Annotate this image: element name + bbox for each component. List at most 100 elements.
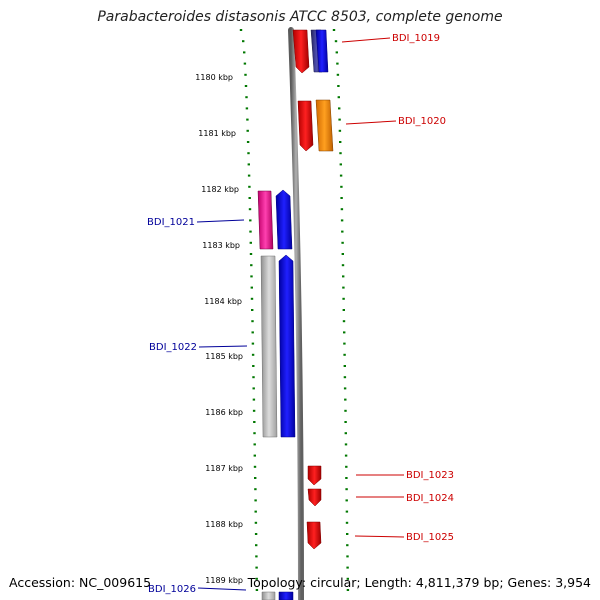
ruler-dot [338,129,342,132]
leader-line [341,37,391,43]
ruler-dot [342,309,345,311]
gene-BDI_1023[interactable] [307,465,322,486]
gene-labels: BDI_1019 BDI_1020 BDI_1021 BDI_1022 BDI_… [147,33,454,595]
gene-label-BDI_1026[interactable]: BDI_1026 [148,584,196,595]
leader-line [354,535,405,538]
ruler-dot [346,544,349,547]
gene-label-BDI_1023[interactable]: BDI_1023 [406,470,454,481]
ruler-dot [345,488,348,491]
gene-arrow-blue [315,29,329,73]
ruler-dot [250,297,254,300]
ruler-dot [253,421,256,423]
ruler-dot [344,454,348,457]
tick-label: 1180 kbp [195,73,233,82]
gene-BDI_1021[interactable] [257,189,293,250]
gene-label-BDI_1024[interactable]: BDI_1024 [406,493,454,504]
gene-label-BDI_1020[interactable]: BDI_1020 [398,116,446,127]
ruler-dot [340,197,343,199]
ruler-dot [251,320,254,323]
gene-arrow-red [306,521,322,550]
gene-label-BDI_1022[interactable]: BDI_1022 [149,342,197,353]
genome-summary-text: Topology: circular; Length: 4,811,379 bp… [247,575,591,590]
ruler-dot [339,152,342,155]
ruler-dot [343,353,346,356]
ruler-dot [250,275,253,278]
gene-arrow-blue [278,591,294,600]
ruler-dot [247,174,251,177]
ruler-dot [346,577,349,580]
ruler-dot [337,96,340,99]
ruler-dot [338,107,341,110]
ruler-dot [255,589,259,591]
tick-label: 1185 kbp [205,352,243,361]
ruler-dot [332,29,336,31]
ruler-dot [251,331,254,334]
gene-label-BDI_1021[interactable]: BDI_1021 [147,217,195,228]
ruler-dot [341,253,344,255]
ruler-dot [249,230,252,233]
ruler-dot [339,141,342,143]
gene-label-BDI_1019[interactable]: BDI_1019 [392,33,440,44]
ruler-dot [336,73,340,76]
gene-arrow-gray [260,255,278,438]
ruler-dot [343,331,346,334]
ruler-dot [346,566,349,569]
tick-label: 1189 kbp [205,576,243,585]
ruler-dot [345,499,348,502]
ruler-dot [252,376,255,379]
gene-BDI_1022[interactable] [260,254,296,438]
ruler-dot [247,152,250,155]
gene-arrow-red [307,465,322,486]
gene-BDI_1020[interactable] [297,99,334,152]
accession-text: Accession: NC_009615 [9,575,152,590]
gene-arrow-red [292,29,310,74]
gene-arrow-red [297,100,314,152]
ruler-dot [254,521,258,524]
gene-arrow-red [307,488,322,507]
gene-label-BDI_1025[interactable]: BDI_1025 [406,532,454,543]
ruler-dot [345,510,349,513]
ruler-dot [344,443,348,446]
ruler-dot [255,566,258,569]
ruler-dot [345,521,349,524]
tick-label: 1182 kbp [201,185,239,194]
ruler-dot [339,163,342,166]
gene-BDI_1026[interactable] [261,591,294,600]
gene-BDI_1024[interactable] [307,488,322,507]
ruler-dot [252,387,255,390]
ruler-dot [255,544,258,547]
gene-BDI_1025[interactable] [306,521,322,550]
leader-line [196,219,245,223]
ruler-dot [244,73,247,76]
ruler-dot [343,365,346,367]
gene-BDI_1019[interactable] [292,29,329,74]
ruler-dot [341,241,344,244]
ruler-dot [243,51,246,54]
ruler-dot [254,499,257,502]
gene-arrow-blue [278,254,296,438]
ruler-dot [249,219,252,222]
ruler-dot [246,129,249,132]
ruler-dot [248,208,252,211]
ruler-dot [253,432,256,435]
ruler-dot [334,40,338,43]
ruler-dot [346,533,349,535]
ruler-dot [251,342,255,345]
leader-line [197,587,247,591]
ruler-dot [344,409,347,412]
ruler-dot [247,163,250,166]
ruler-dot [239,29,243,31]
ruler-dot [344,421,347,423]
ruler-dot [342,286,345,289]
ruler-dot [254,533,258,535]
ruler-dot [246,118,249,121]
ruler-dot [339,174,343,177]
ruler-dot [344,432,347,435]
tick-label: 1184 kbp [204,297,242,306]
gene-arrow-blue [275,189,293,250]
ruler-dot [248,185,251,188]
ruler-dot [344,398,347,401]
kbp-tick-labels: 1180 kbp 1181 kbp 1182 kbp 1183 kbp 1184… [195,73,243,585]
ruler-dot [342,275,345,278]
